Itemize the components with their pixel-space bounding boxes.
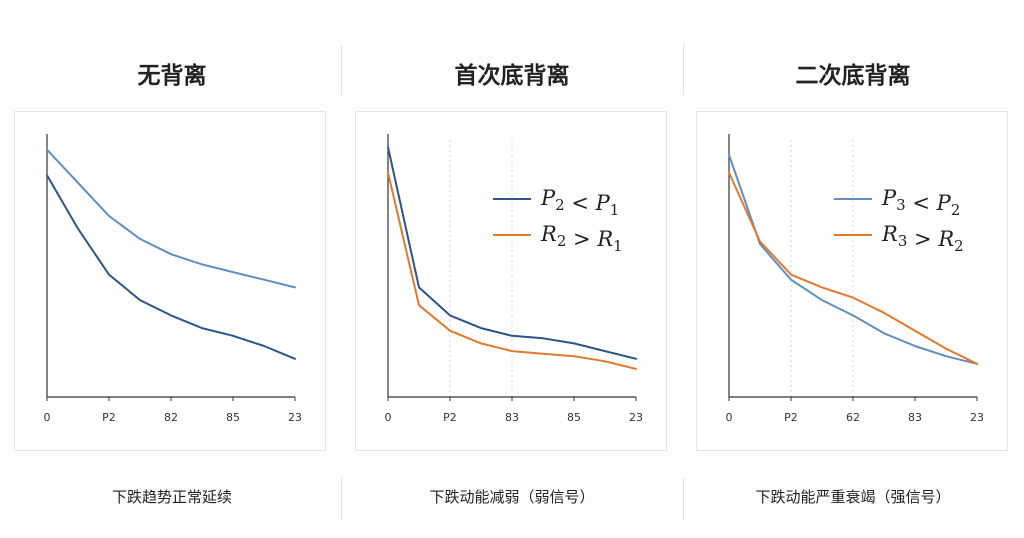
column-divider-top-1 xyxy=(341,45,342,95)
second-divergence-x-tick-label-0: 0 xyxy=(726,411,733,424)
column-divider-bottom-2 xyxy=(683,478,684,520)
chart-title-no-divergence: 无背离 xyxy=(137,63,207,89)
no-divergence-series-line-0 xyxy=(46,148,296,289)
no-divergence-series-line-1 xyxy=(46,174,296,360)
second-divergence-series-line-0 xyxy=(728,153,978,365)
no-divergence-x-tick-label-3: 85 xyxy=(226,411,240,424)
first-divergence-x-tick-label-4: 23 xyxy=(629,411,643,424)
chart-title-second-divergence: 二次底背离 xyxy=(795,63,911,89)
column-divider-bottom-1 xyxy=(341,478,342,520)
first-divergence-legend-label-1: R2 > R1 xyxy=(540,222,623,255)
chart-panel-second-divergence: 0 P2 62 83 23 P3 < P2 R3 > R2 xyxy=(696,111,1008,451)
caption-no-divergence: 下跌趋势正常延续 xyxy=(111,488,232,506)
second-divergence-legend-label-1: R3 > R2 xyxy=(881,222,964,255)
first-divergence-x-tick-label-3: 85 xyxy=(567,411,581,424)
no-divergence-x-tick-label-2: 82 xyxy=(164,411,178,424)
first-divergence-x-tick-label-1: P2 xyxy=(443,411,457,424)
first-divergence-x-tick-label-0: 0 xyxy=(385,411,392,424)
chart-panel-no-divergence: 0 P2 82 85 23 xyxy=(14,111,326,451)
second-divergence-x-tick-label-4: 23 xyxy=(970,411,984,424)
first-divergence-series-line-1 xyxy=(387,171,637,370)
second-divergence-x-tick-label-3: 83 xyxy=(908,411,922,424)
chart-svg-no-divergence: 0 P2 82 85 23 xyxy=(44,134,302,424)
second-divergence-x-tick-label-1: P2 xyxy=(784,411,798,424)
chart-title-first-divergence: 首次底背离 xyxy=(454,63,570,89)
second-divergence-series-line-1 xyxy=(728,171,978,365)
first-divergence-legend-label-0: P2 < P1 xyxy=(540,186,619,219)
second-divergence-x-tick-label-2: 62 xyxy=(846,411,860,424)
chart-panel-first-divergence: 0 P2 83 85 23 P2 < P1 R2 > R1 xyxy=(355,111,667,451)
column-divider-top-2 xyxy=(683,45,684,95)
no-divergence-x-tick-label-0: 0 xyxy=(44,411,51,424)
first-divergence-x-tick-label-2: 83 xyxy=(505,411,519,424)
no-divergence-x-tick-label-4: 23 xyxy=(288,411,302,424)
no-divergence-x-tick-label-1: P2 xyxy=(102,411,116,424)
second-divergence-legend-label-0: P3 < P2 xyxy=(881,186,960,219)
caption-first-divergence: 下跌动能减弱（弱信号） xyxy=(429,488,595,506)
first-divergence-series-line-0 xyxy=(387,146,637,360)
caption-second-divergence: 下跌动能严重衰竭（强信号） xyxy=(755,488,951,506)
